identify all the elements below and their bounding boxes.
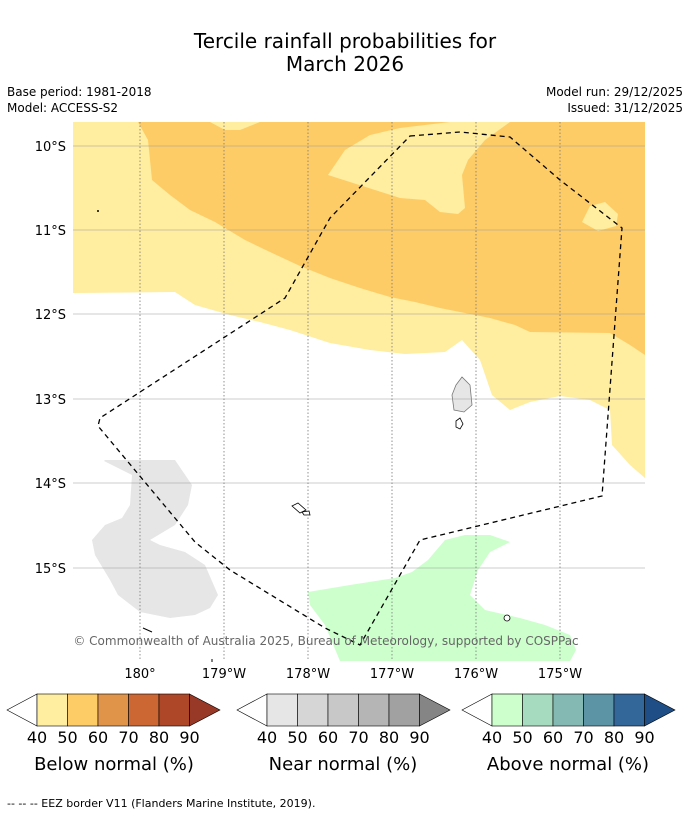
footnote: -- -- -- EEZ border V11 (Flanders Marine… (7, 797, 316, 810)
legend-over (644, 693, 676, 727)
legend-tick: 80 (604, 728, 624, 747)
legend-tick: 70 (573, 728, 593, 747)
legend-swatch (522, 693, 554, 727)
lat-label: 12°S (35, 308, 66, 323)
lon-label: 180° (124, 667, 155, 682)
lon-label: 177°W (370, 667, 414, 682)
legend-swatch (613, 693, 645, 727)
legend-tick: 50 (57, 728, 77, 747)
legend-swatch (67, 693, 99, 727)
legend-tick: 90 (634, 728, 654, 747)
legend-tick: 60 (543, 728, 563, 747)
lat-label: 14°S (35, 477, 66, 492)
legend-swatch (297, 693, 329, 727)
legend-swatch (36, 693, 68, 727)
eez-border (97, 131, 623, 646)
legend-tick: 50 (512, 728, 532, 747)
legend-swatch (491, 693, 523, 727)
lat-label: 10°S (35, 140, 66, 155)
meta-left: Base period: 1981-2018 Model: ACCESS-S2 (7, 84, 152, 116)
lon-label: 175°W (538, 667, 582, 682)
legend-swatch (583, 693, 615, 727)
region-near-40 (92, 460, 218, 618)
island-dot (97, 210, 99, 212)
legend-tick: 60 (88, 728, 108, 747)
region-below-40-pocket-top (210, 122, 260, 130)
legend-tick: 40 (482, 728, 502, 747)
legends: 40 50 60 70 80 90 Below normal (%) 40 50… (6, 693, 676, 775)
map-title: Tercile rainfall probabilities for March… (0, 30, 690, 76)
base-period: Base period: 1981-2018 (7, 85, 152, 99)
legend-below: 40 50 60 70 80 90 Below normal (%) (6, 693, 221, 775)
island-sliver (142, 627, 153, 633)
legend-swatch (388, 693, 420, 727)
lat-label: 13°S (35, 393, 66, 408)
legend-above-under (461, 693, 493, 727)
lon-label: 178°W (286, 667, 330, 682)
legend-swatch (128, 693, 160, 727)
lat-labels: 10°S 11°S 12°S 13°S 14°S 15°S (35, 140, 66, 577)
legend-near: 40 50 60 70 80 90 Near normal (%) (236, 693, 451, 775)
legend-title: Below normal (%) (34, 754, 194, 775)
legend-tick: 90 (409, 728, 429, 747)
legend-over (189, 693, 221, 727)
title-line-2: March 2026 (285, 52, 405, 76)
island-small-1 (455, 417, 464, 430)
legend-title: Near normal (%) (269, 754, 418, 775)
legend-tick: 40 (257, 728, 277, 747)
region-below-50 (138, 122, 645, 355)
legend-title: Above normal (%) (487, 754, 649, 775)
title-line-1: Tercile rainfall probabilities for (193, 29, 497, 53)
legend-over (419, 693, 451, 727)
legend-below-under (6, 693, 38, 727)
legend-swatch (552, 693, 584, 727)
lon-labels: 180° 179°W 178°W 177°W 176°W 175°W (124, 667, 582, 682)
legend-near-under (236, 693, 268, 727)
legend-swatch (158, 693, 190, 727)
region-above-40 (308, 535, 576, 661)
legend-swatch (97, 693, 129, 727)
legend-tick: 40 (27, 728, 47, 747)
lon-label: 176°W (454, 667, 498, 682)
island-small-2 (291, 502, 307, 514)
legend-swatch (358, 693, 390, 727)
legend-tick: 80 (379, 728, 399, 747)
legend-tick: 50 (287, 728, 307, 747)
island-small-3 (301, 510, 311, 516)
region-below-40-pocket (328, 122, 510, 214)
legend-above: 40 50 60 70 80 90 Above normal (%) (461, 693, 676, 775)
lon-label: 179°W (202, 667, 246, 682)
island-lakeba (451, 376, 473, 413)
legend-swatch (266, 693, 298, 727)
legend-swatch (327, 693, 359, 727)
legend-tick: 60 (318, 728, 338, 747)
lat-gridlines (73, 145, 645, 569)
lat-label: 15°S (35, 562, 66, 577)
model-name: Model: ACCESS-S2 (7, 101, 119, 115)
lat-label: 11°S (35, 224, 66, 239)
lon-gridlines (139, 122, 561, 661)
legend-tick: 80 (149, 728, 169, 747)
model-run: Model run: 29/12/2025 (545, 85, 683, 99)
issued-date: Issued: 31/12/2025 (567, 101, 683, 115)
legend-tick: 70 (118, 728, 138, 747)
copyright: © Commonwealth of Australia 2025, Bureau… (73, 634, 578, 648)
legend-tick: 90 (179, 728, 199, 747)
region-below-40-patch (582, 202, 618, 231)
map: © Commonwealth of Australia 2025, Bureau… (35, 122, 645, 682)
legend-tick: 70 (348, 728, 368, 747)
island-small-4 (503, 614, 511, 622)
meta-right: Model run: 29/12/2025 Issued: 31/12/2025 (546, 84, 683, 116)
